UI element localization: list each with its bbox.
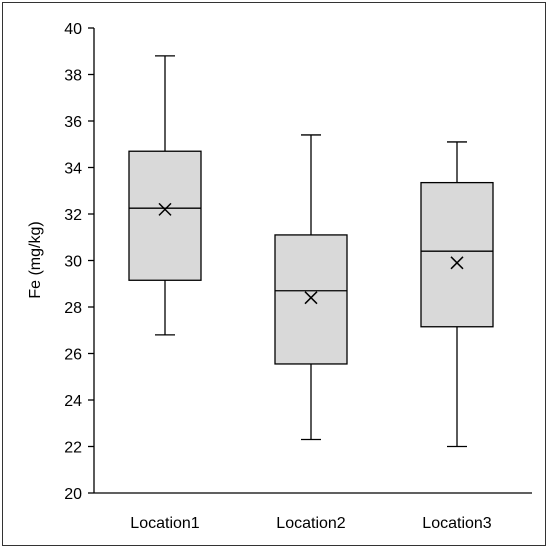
y-tick-label: 34 (64, 161, 82, 178)
iqr-box (128, 150, 202, 281)
y-tick-label: 32 (64, 207, 82, 224)
y-ticks: 20 22 24 26 28 30 32 34 36 38 40 (64, 21, 94, 503)
y-axis-title: Fe (mg/kg) (27, 221, 44, 298)
box-1 (128, 55, 202, 336)
x-category-label: Location3 (422, 515, 491, 532)
y-tick-label: 24 (64, 393, 82, 410)
y-tick-label: 26 (64, 347, 82, 364)
x-category-label: Location1 (130, 515, 199, 532)
y-tick-label: 36 (64, 114, 82, 131)
mean-marker (304, 291, 318, 305)
iqr-box (420, 181, 494, 328)
y-tick-label: 40 (64, 21, 82, 38)
boxes (128, 55, 494, 448)
y-tick-label: 28 (64, 300, 82, 317)
y-tick-label: 30 (64, 254, 82, 271)
iqr-box (274, 234, 348, 365)
x-category-labels: Location1 Location2 Location3 (130, 515, 491, 532)
box-3 (420, 141, 494, 448)
y-tick-label: 38 (64, 68, 82, 85)
x-category-label: Location2 (276, 515, 345, 532)
mean-marker (158, 202, 172, 216)
mean-marker (450, 256, 464, 270)
y-tick-label: 22 (64, 440, 82, 457)
y-tick-label: 20 (64, 486, 82, 503)
box-2 (274, 134, 348, 441)
